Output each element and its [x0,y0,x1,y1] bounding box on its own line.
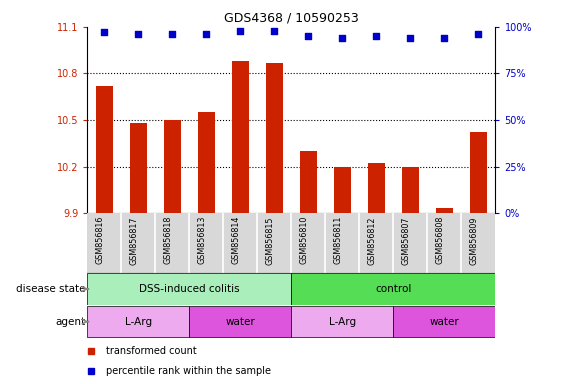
Bar [189,306,292,337]
Text: GSM856817: GSM856817 [129,216,138,265]
Text: GSM856807: GSM856807 [401,216,410,265]
Title: GDS4368 / 10590253: GDS4368 / 10590253 [224,11,359,24]
Bar [164,120,181,213]
Text: GSM856816: GSM856816 [95,216,104,265]
Bar [232,61,249,213]
Bar [402,167,419,213]
Text: GSM856814: GSM856814 [231,216,240,265]
Text: GSM856810: GSM856810 [300,216,309,265]
Text: GSM856818: GSM856818 [163,216,172,265]
Point [304,33,313,39]
Point [168,31,177,37]
Bar [266,63,283,213]
Text: water: water [430,316,459,327]
Text: L-Arg: L-Arg [329,316,356,327]
Text: GSM856811: GSM856811 [333,216,342,265]
Bar [470,132,487,213]
Text: water: water [225,316,255,327]
Text: agent: agent [55,316,86,327]
Text: transformed count: transformed count [106,346,196,356]
Point [372,33,381,39]
Text: control: control [375,284,412,294]
Point [202,31,211,37]
Text: DSS-induced colitis: DSS-induced colitis [139,284,240,294]
Bar [368,164,385,213]
Point [440,35,449,41]
Point [474,31,483,37]
Point [134,31,143,37]
Text: GSM856813: GSM856813 [197,216,206,265]
Bar [198,112,215,213]
Text: disease state: disease state [16,284,86,294]
Text: GSM856815: GSM856815 [265,216,274,265]
Bar [394,306,495,337]
Text: GSM856808: GSM856808 [435,216,444,265]
Text: GSM856809: GSM856809 [470,216,479,265]
Text: percentile rank within the sample: percentile rank within the sample [106,366,271,376]
Bar [87,273,292,305]
Bar [292,306,394,337]
Point [100,30,109,36]
Bar [292,273,495,305]
Point [406,35,415,41]
Text: GSM856812: GSM856812 [368,216,377,265]
Point [270,28,279,34]
Bar [300,151,317,213]
Bar [130,123,147,213]
Point [338,35,347,41]
Bar [436,209,453,213]
Text: L-Arg: L-Arg [125,316,152,327]
Bar [96,86,113,213]
Bar [87,306,189,337]
Bar [334,167,351,213]
Point [236,28,245,34]
